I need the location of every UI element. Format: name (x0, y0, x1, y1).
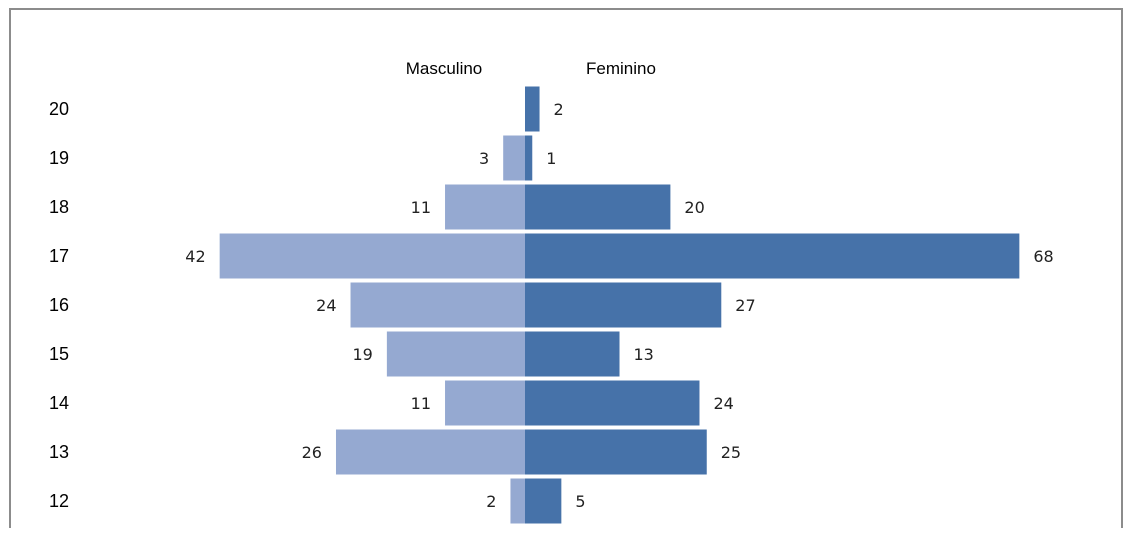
age-label-17: 17 (49, 246, 69, 266)
value-label-feminino-20: 2 (554, 100, 564, 119)
bar-feminino-13 (525, 429, 707, 475)
bar-masculino-18 (445, 184, 525, 230)
value-label-feminino-17: 68 (1033, 247, 1053, 266)
bar-feminino-15 (525, 331, 620, 377)
bar-masculino-17 (219, 233, 525, 279)
bar-feminino-19 (525, 135, 533, 181)
value-label-masculino-19: 3 (479, 149, 489, 168)
value-label-masculino-17: 42 (185, 247, 205, 266)
bar-masculino-12 (510, 478, 525, 524)
value-label-feminino-16: 27 (735, 296, 755, 315)
value-label-masculino-18: 11 (411, 198, 431, 217)
age-label-19: 19 (49, 148, 69, 168)
bar-feminino-18 (525, 184, 671, 230)
value-label-feminino-14: 24 (713, 394, 733, 413)
bar-feminino-14 (525, 380, 700, 426)
age-label-15: 15 (49, 344, 69, 364)
population-pyramid-chart: Masculino Feminino 20 2 19 3 1 18 11 20 17 42 68 16… (49, 59, 1054, 524)
value-label-feminino-18: 20 (684, 198, 704, 217)
value-label-feminino-13: 25 (721, 443, 741, 462)
value-label-feminino-12: 5 (575, 492, 585, 511)
bar-masculino-15 (386, 331, 525, 377)
chart-rows: 20 2 19 3 1 18 11 20 17 42 68 16 24 27 15 19 13 14 11 24 13 2… (49, 86, 1054, 524)
age-label-12: 12 (49, 491, 69, 511)
bar-feminino-17 (525, 233, 1020, 279)
value-label-masculino-16: 24 (316, 296, 336, 315)
age-label-13: 13 (49, 442, 69, 462)
value-label-masculino-15: 19 (353, 345, 373, 364)
age-label-14: 14 (49, 393, 69, 413)
age-label-18: 18 (49, 197, 69, 217)
value-label-feminino-19: 1 (546, 149, 556, 168)
value-label-masculino-12: 2 (486, 492, 496, 511)
bar-masculino-14 (445, 380, 525, 426)
value-label-masculino-14: 11 (411, 394, 431, 413)
legend-masculino: Masculino (406, 59, 483, 78)
value-label-feminino-15: 13 (634, 345, 654, 364)
bar-feminino-12 (525, 478, 562, 524)
bar-feminino-20 (525, 86, 540, 132)
bar-masculino-16 (350, 282, 525, 328)
bar-feminino-16 (525, 282, 722, 328)
legend-feminino: Feminino (586, 59, 656, 78)
bar-masculino-13 (335, 429, 525, 475)
chart-frame: Masculino Feminino 20 2 19 3 1 18 11 20 17 42 68 16… (9, 8, 1123, 528)
bar-masculino-19 (503, 135, 525, 181)
value-label-masculino-13: 26 (302, 443, 322, 462)
age-label-20: 20 (49, 99, 69, 119)
age-label-16: 16 (49, 295, 69, 315)
